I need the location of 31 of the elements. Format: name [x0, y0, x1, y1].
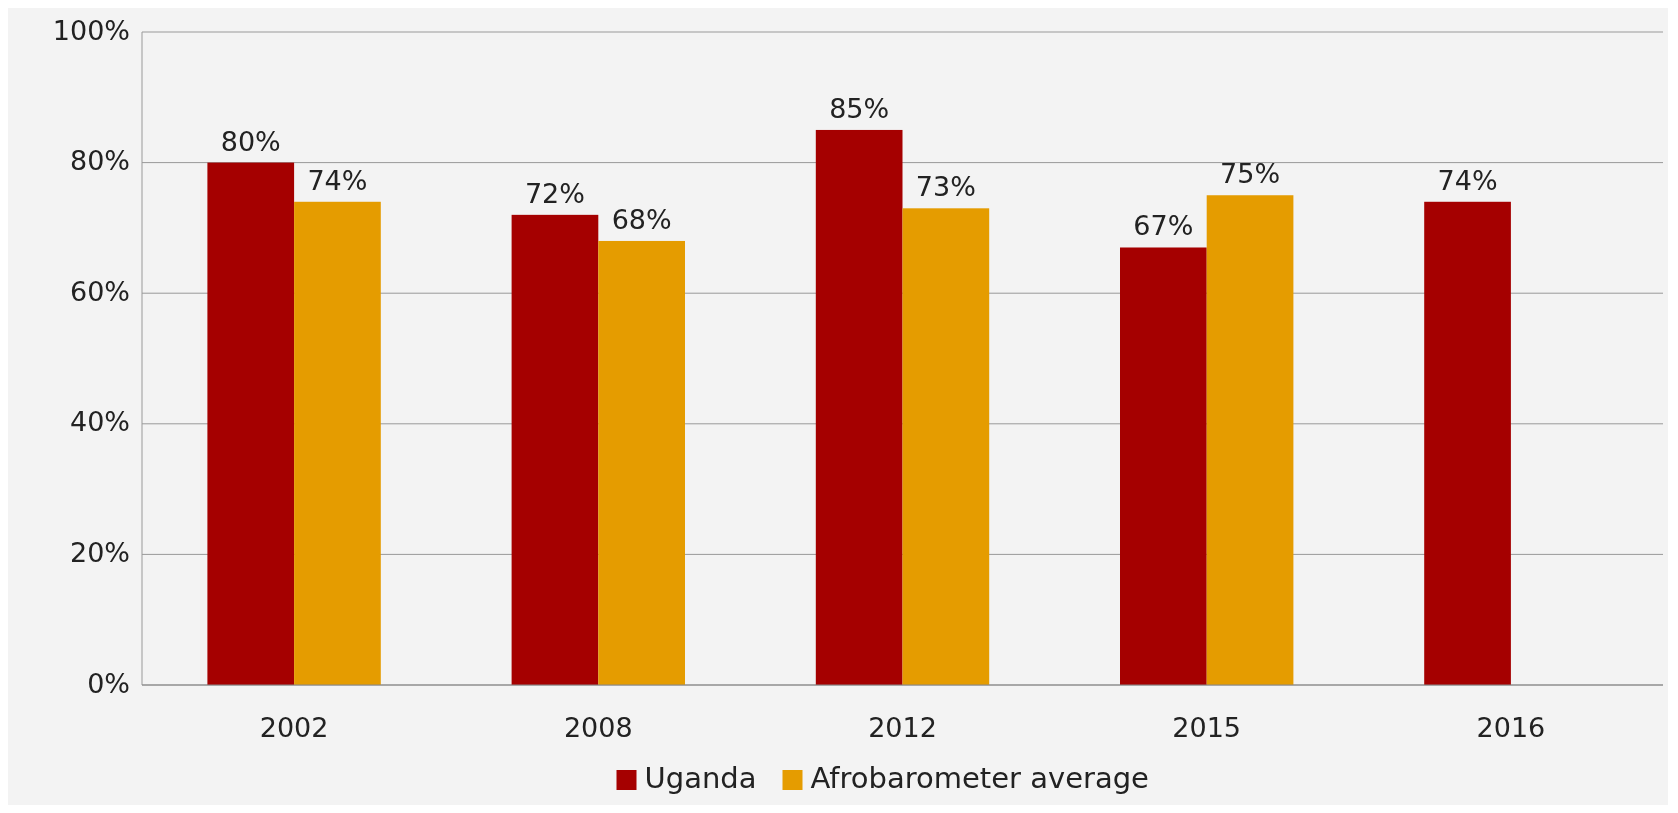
data-label: 85%: [829, 92, 890, 124]
data-label: 75%: [1220, 158, 1281, 190]
data-label: 67%: [1133, 210, 1194, 242]
y-tick-label: 0%: [87, 667, 130, 699]
data-label: 73%: [915, 171, 976, 203]
x-tick-label: 2008: [563, 712, 633, 743]
bar: [511, 214, 599, 685]
y-tick-label: 60%: [69, 275, 130, 307]
data-label: 74%: [1437, 164, 1498, 196]
y-tick-label: 20%: [69, 536, 130, 568]
data-label: 80%: [220, 125, 281, 157]
bar: [1120, 247, 1207, 685]
y-tick-label: 100%: [52, 14, 130, 46]
bar: [815, 129, 903, 685]
data-label: 72%: [524, 177, 585, 209]
x-tick-label: 2002: [259, 712, 329, 743]
bar: [294, 201, 381, 685]
bar: [598, 240, 685, 685]
bar: [1206, 195, 1294, 685]
x-tick-label: 2015: [1172, 712, 1242, 743]
bar: [902, 208, 990, 685]
y-tick-label: 40%: [69, 406, 130, 438]
x-tick-label: 2016: [1476, 712, 1546, 743]
data-label: 68%: [611, 203, 672, 235]
data-label: 74%: [307, 164, 368, 196]
bar: [207, 162, 295, 685]
legend-label: Uganda: [644, 761, 757, 795]
legend-label: Afrobarometer average: [810, 761, 1149, 795]
bar: [1424, 201, 1511, 685]
y-tick-label: 80%: [69, 145, 130, 177]
x-tick-label: 2012: [868, 712, 937, 743]
